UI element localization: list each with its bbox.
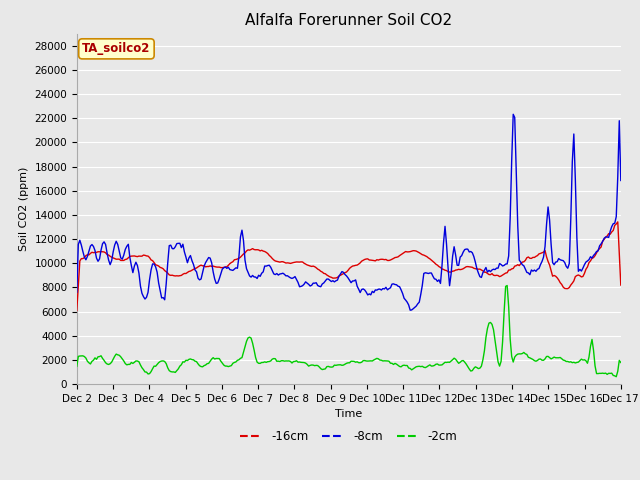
Y-axis label: Soil CO2 (ppm): Soil CO2 (ppm): [19, 167, 29, 251]
Legend: -16cm, -8cm, -2cm: -16cm, -8cm, -2cm: [236, 426, 462, 448]
Text: TA_soilco2: TA_soilco2: [82, 42, 150, 55]
Title: Alfalfa Forerunner Soil CO2: Alfalfa Forerunner Soil CO2: [245, 13, 452, 28]
X-axis label: Time: Time: [335, 409, 362, 419]
